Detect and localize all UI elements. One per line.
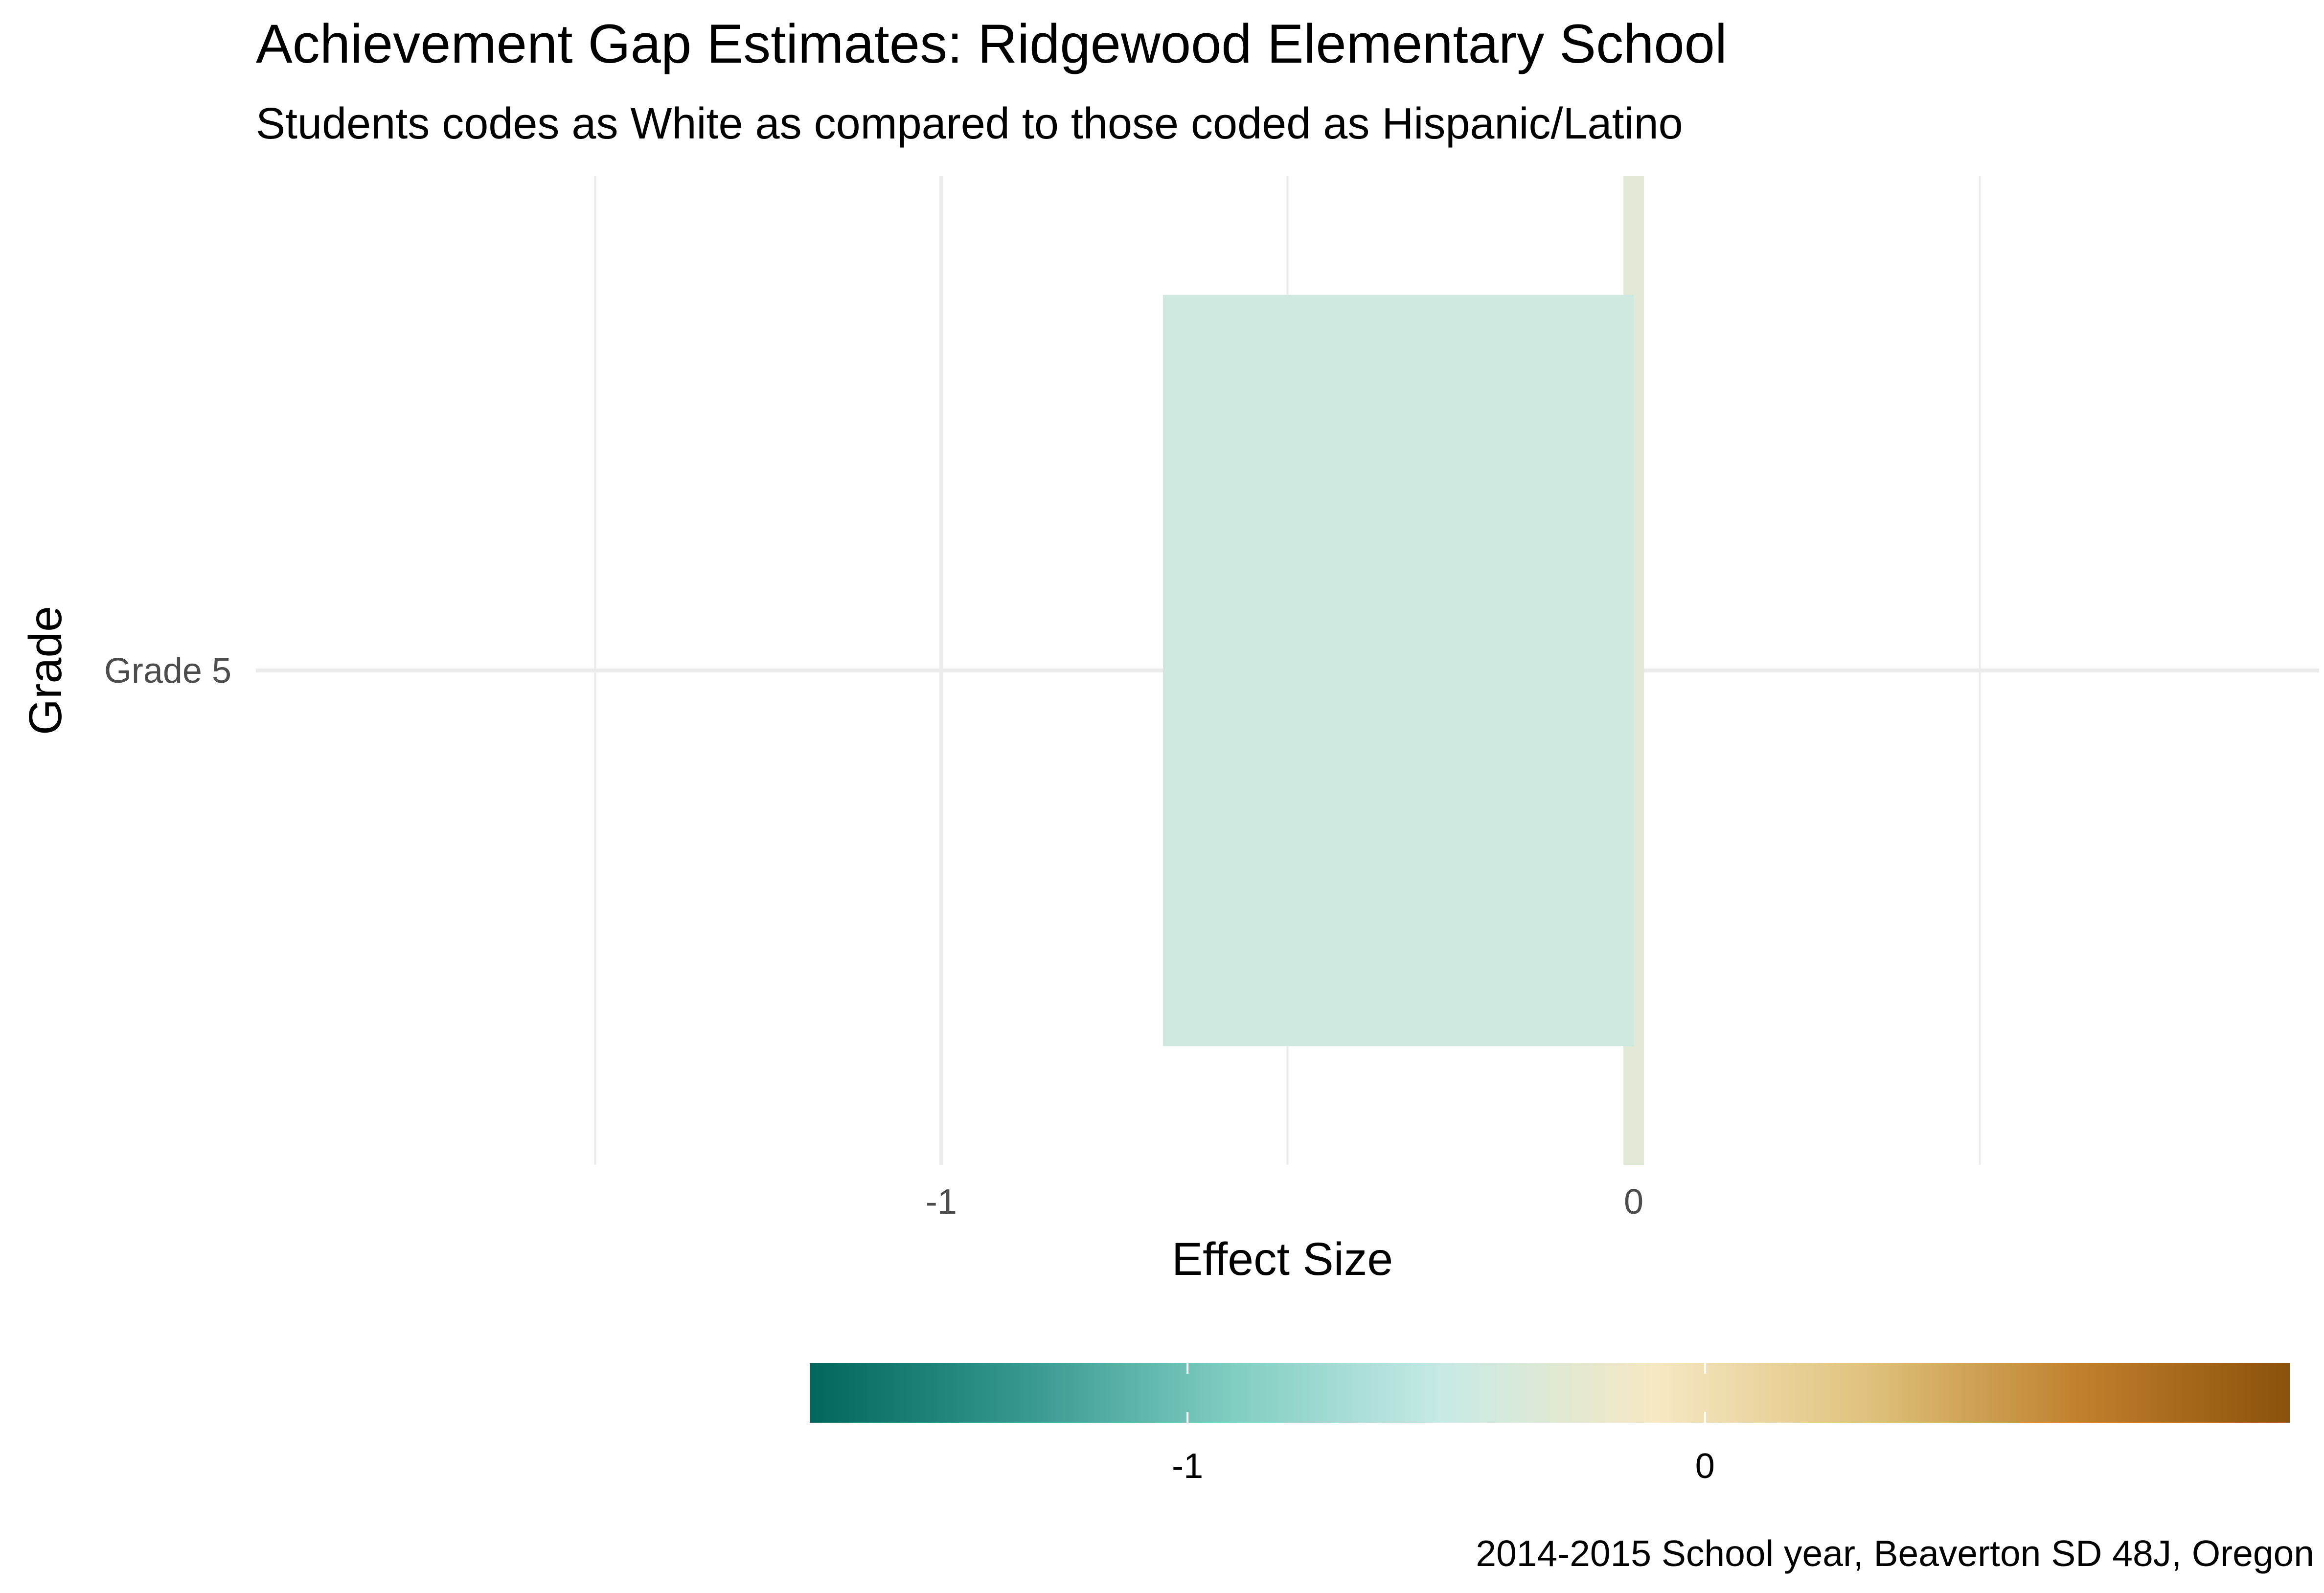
y-tick-labels: Grade 5 bbox=[104, 651, 231, 691]
bar bbox=[1162, 295, 1634, 1046]
x-tick-labels: -1 0 bbox=[926, 1182, 1643, 1222]
x-tick-label: 0 bbox=[1624, 1182, 1643, 1222]
y-axis-title: Grade bbox=[20, 606, 71, 735]
bar-layer bbox=[1162, 176, 1644, 1165]
colorbar-tick-label: 0 bbox=[1695, 1447, 1715, 1486]
x-tick-label: -1 bbox=[926, 1182, 957, 1222]
colorbar bbox=[810, 1363, 2290, 1423]
chart-caption: 2014-2015 School year, Beaverton SD 48J,… bbox=[1476, 1533, 2314, 1574]
colorbar-ticks: -1 0 bbox=[1172, 1363, 1715, 1486]
chart-title: Achievement Gap Estimates: Ridgewood Ele… bbox=[256, 13, 1727, 74]
y-tick-label: Grade 5 bbox=[104, 651, 231, 691]
x-axis-title: Effect Size bbox=[1172, 1233, 1393, 1285]
chart-subtitle: Students codes as White as compared to t… bbox=[256, 99, 1683, 148]
colorbar-legend: -1 0 bbox=[810, 1363, 2290, 1486]
colorbar-tick-label: -1 bbox=[1172, 1447, 1203, 1486]
